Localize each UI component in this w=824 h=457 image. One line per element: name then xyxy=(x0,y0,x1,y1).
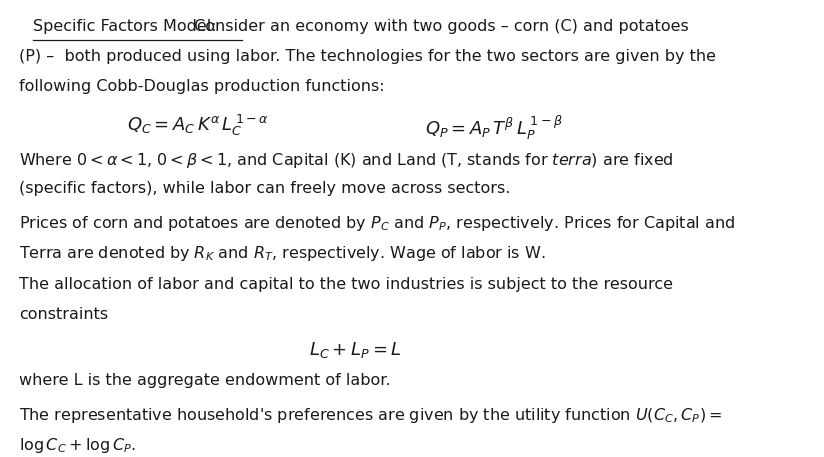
Text: $\log C_C + \log C_P$.: $\log C_C + \log C_P$. xyxy=(19,436,135,455)
Text: $Q_C = A_C\,K^{\alpha}\,L_C^{\,1-\alpha}$: $Q_C = A_C\,K^{\alpha}\,L_C^{\,1-\alpha}… xyxy=(128,113,269,138)
Text: following Cobb-Douglas production functions:: following Cobb-Douglas production functi… xyxy=(19,79,384,94)
Text: (specific factors), while labor can freely move across sectors.: (specific factors), while labor can free… xyxy=(19,181,510,196)
Text: $L_C + L_P = L$: $L_C + L_P = L$ xyxy=(309,340,401,360)
Text: Terra are denoted by $R_K$ and $R_T$, respectively. Wage of labor is W.: Terra are denoted by $R_K$ and $R_T$, re… xyxy=(19,244,545,263)
Text: constraints: constraints xyxy=(19,307,108,322)
Text: Consider an economy with two goods – corn (C) and potatoes: Consider an economy with two goods – cor… xyxy=(190,19,689,34)
Text: The representative household's preferences are given by the utility function $U(: The representative household's preferenc… xyxy=(19,406,722,425)
Text: (P) –  both produced using labor. The technologies for the two sectors are given: (P) – both produced using labor. The tec… xyxy=(19,49,716,64)
Text: where L is the aggregate endowment of labor.: where L is the aggregate endowment of la… xyxy=(19,373,391,388)
Text: Specific Factors Model:: Specific Factors Model: xyxy=(33,19,217,34)
Text: $Q_P = A_P\,T^{\beta}\,L_P^{\,1-\beta}$: $Q_P = A_P\,T^{\beta}\,L_P^{\,1-\beta}$ xyxy=(425,113,563,142)
Text: Prices of corn and potatoes are denoted by $P_C$ and $P_P$, respectively. Prices: Prices of corn and potatoes are denoted … xyxy=(19,214,735,233)
Text: The allocation of labor and capital to the two industries is subject to the reso: The allocation of labor and capital to t… xyxy=(19,277,672,292)
Text: Where $0 < \alpha < 1$, $0 < \beta < 1$, and Capital (K) and Land (T, stands for: Where $0 < \alpha < 1$, $0 < \beta < 1$,… xyxy=(19,151,673,170)
